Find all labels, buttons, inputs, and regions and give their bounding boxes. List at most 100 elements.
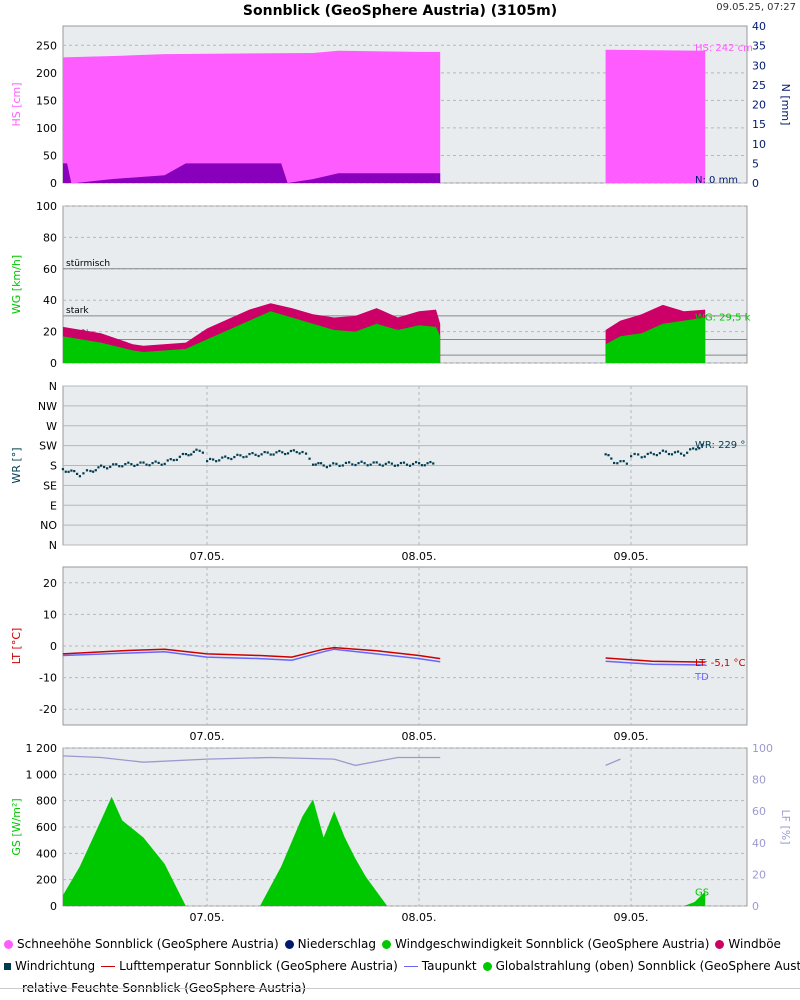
snow-depth-area	[63, 50, 441, 183]
winddir-point	[286, 452, 290, 455]
winddir-point	[236, 453, 239, 456]
winddir-point	[254, 453, 257, 456]
winddir-point	[103, 465, 106, 469]
legend-item[interactable]: Windböe	[715, 937, 781, 951]
winddir-point	[106, 467, 109, 470]
winddir-point	[136, 463, 139, 466]
y-tick-label: 1 200	[26, 742, 58, 755]
legend-item[interactable]: Schneehöhe Sonnblick (GeoSphere Austria)	[4, 937, 279, 951]
winddir-point	[251, 451, 254, 455]
legend-item[interactable]: Niederschlag	[284, 937, 377, 951]
winddir-point	[242, 456, 245, 459]
y-right-tick-label: 25	[752, 79, 766, 92]
legend-label: Windgeschwindigkeit Sonnblick (GeoSphere…	[395, 937, 710, 951]
winddir-point	[160, 463, 163, 466]
y-right-tick-label: 0	[752, 900, 759, 913]
winddir-point	[89, 469, 92, 473]
winddir-point	[332, 462, 335, 465]
winddir-point	[275, 451, 278, 454]
winddir-point	[172, 459, 175, 462]
winddir-point	[304, 452, 308, 455]
y-tick-label: 40	[43, 294, 57, 307]
legend-symbol	[4, 962, 11, 970]
y-tick-label: 250	[36, 39, 57, 52]
winddir-point	[679, 452, 683, 455]
legend-item[interactable]: Taupunkt	[403, 959, 477, 973]
y-tick-label: 400	[36, 847, 57, 860]
y-tick-label: 0	[50, 357, 57, 370]
legend: Schneehöhe Sonnblick (GeoSphere Austria)…	[4, 933, 800, 999]
y-right-tick-label: 30	[752, 59, 766, 72]
legend-item[interactable]: Windgeschwindigkeit Sonnblick (GeoSphere…	[382, 937, 709, 951]
winddir-point	[260, 453, 263, 456]
dewpoint-line	[62, 648, 441, 663]
winddir-point	[64, 470, 67, 473]
winddir-point	[420, 464, 424, 467]
winddir-point	[272, 453, 275, 456]
winddir-point	[284, 452, 287, 456]
winddir-point	[206, 460, 209, 463]
winddir-point	[121, 465, 124, 468]
winddir-point	[187, 454, 190, 457]
winddir-point	[670, 453, 674, 456]
winddir-point	[348, 461, 351, 464]
winddir-point	[82, 472, 85, 475]
winddir-points	[61, 443, 704, 478]
winddir-point	[698, 447, 701, 450]
winddir-point	[239, 454, 242, 457]
winddir-point	[145, 463, 148, 466]
legend-row-2: Windrichtung Lufttemperatur Sonnblick (Ge…	[4, 955, 800, 977]
winddir-point	[266, 451, 269, 454]
winddir-point	[399, 461, 403, 465]
y-tick-label: 100	[36, 200, 57, 213]
precip-current-label: N: 0 mm	[695, 175, 738, 186]
legend-label: Niederschlag	[297, 937, 377, 951]
winddir-point	[97, 466, 100, 469]
y-tick-label: 200	[36, 874, 57, 887]
timestamp: 09.05.25, 07:27	[716, 2, 796, 13]
radiation-current-label: GS	[695, 888, 709, 899]
snow-layer	[63, 49, 706, 183]
legend-symbol	[101, 965, 116, 967]
winddir-point	[317, 462, 320, 465]
winddir-point	[686, 451, 689, 454]
y-tick-label: 10	[43, 608, 57, 621]
winddir-point	[402, 461, 406, 464]
winddir-point	[75, 472, 79, 475]
wind-band-label: stürmisch	[66, 259, 110, 269]
winddir-point	[263, 450, 266, 454]
x-tick-label: 08.05.	[402, 550, 437, 563]
winddir-point	[112, 463, 115, 466]
dewpoint-current-label: TD	[694, 672, 709, 683]
winddir-point	[378, 463, 381, 466]
wind-current-label: WG: 29,5 k	[695, 313, 751, 324]
x-tick-label: 08.05.	[402, 730, 437, 743]
winddir-point	[664, 450, 668, 453]
winddir-point	[124, 462, 127, 466]
winddir-point	[676, 450, 680, 453]
y-tick-label: 0	[50, 177, 57, 190]
winddir-point	[637, 453, 640, 456]
winddir-point	[613, 461, 616, 465]
wind-band-label: stark	[66, 306, 89, 316]
legend-item[interactable]: Globalstrahlung (oben) Sonnblick (GeoSph…	[482, 959, 800, 973]
winddir-point	[607, 454, 610, 457]
winddir-point	[292, 449, 295, 452]
y-tick-label: 60	[43, 263, 57, 276]
winddir-point	[157, 461, 160, 464]
winddir-point	[115, 463, 118, 466]
legend-label: Lufttemperatur Sonnblick (GeoSphere Aust…	[119, 959, 398, 973]
x-tick-label: 08.05.	[402, 911, 437, 924]
legend-item[interactable]: Lufttemperatur Sonnblick (GeoSphere Aust…	[101, 959, 398, 973]
x-tick-label: 07.05.	[190, 911, 225, 924]
y-tick-label: 800	[36, 795, 57, 808]
legend-item[interactable]: Windrichtung	[4, 959, 95, 973]
winddir-point	[295, 450, 298, 454]
y-tick-label: 200	[36, 67, 57, 80]
legend-label: Globalstrahlung (oben) Sonnblick (GeoSph…	[495, 959, 800, 973]
winddir-point	[85, 469, 89, 472]
y-right-tick-label: 20	[752, 868, 766, 881]
legend-label: Windböe	[728, 937, 781, 951]
winddir-point	[408, 464, 412, 467]
